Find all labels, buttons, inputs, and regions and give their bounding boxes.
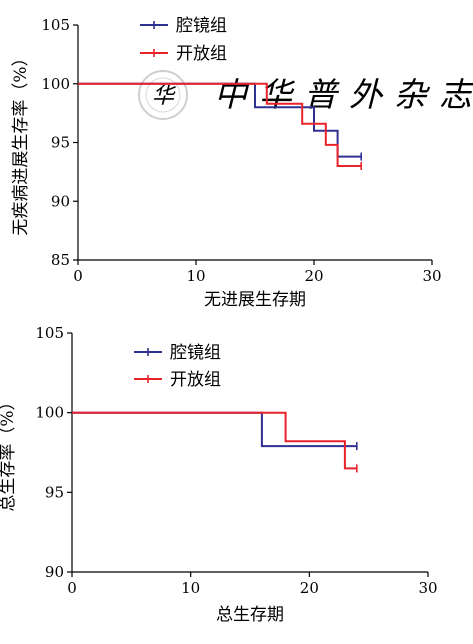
y-axis-title: 无疾病进展生存率（%） [11, 49, 31, 235]
watermark-logo-glyph: 华 [152, 84, 177, 109]
legend-label: 开放组 [176, 44, 227, 64]
x-tick-label: 10 [181, 579, 200, 597]
x-axis-title: 总生存期 [216, 605, 284, 625]
x-tick-label: 30 [422, 267, 441, 285]
watermark-text: 中华普外杂志 [214, 75, 473, 114]
x-tick-label: 10 [186, 267, 205, 285]
chart-progression-free-survival: 0 10 20 30 85 90 95 100 105 无进展生存期 无疾病进展生存率（%） 腔镜组开… [11, 16, 442, 310]
y-axis-title: 总生存率（%） [0, 393, 18, 511]
x-tick-label: 0 [67, 579, 77, 597]
series-line-open [72, 411, 357, 470]
x-tick-label: 30 [418, 579, 437, 597]
y-tick-label: 105 [35, 324, 64, 342]
x-tick-label: 20 [304, 267, 323, 285]
series-line-open [78, 82, 362, 167]
x-tick-label: 0 [73, 267, 83, 285]
watermark-logo [138, 70, 188, 120]
legend-label: 开放组 [170, 370, 221, 390]
watermark: 华 中华普外杂志 [138, 70, 473, 120]
x-axis-title: 无进展生存期 [204, 290, 306, 310]
y-tick-label: 95 [51, 134, 70, 152]
y-tick-label: 85 [51, 251, 70, 269]
y-tick-label: 105 [41, 16, 70, 34]
x-tick-label: 20 [300, 579, 319, 597]
legend-label: 腔镜组 [176, 16, 227, 36]
y-tick-label: 90 [45, 563, 64, 581]
y-tick-label: 100 [41, 75, 70, 93]
legend-label: 腔镜组 [170, 343, 221, 363]
y-tick-label: 100 [35, 404, 64, 422]
y-tick-label: 95 [45, 483, 64, 501]
y-tick-label: 90 [51, 192, 70, 210]
